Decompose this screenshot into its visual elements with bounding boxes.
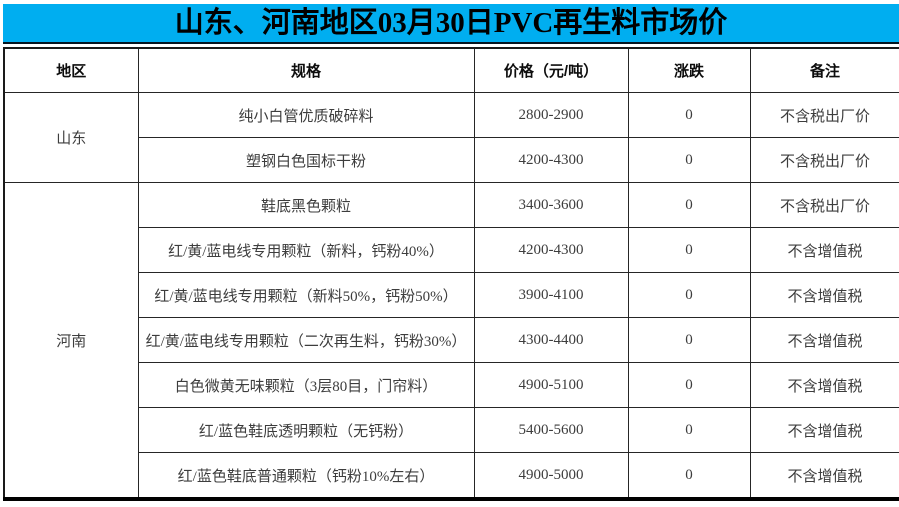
column-header-price: 价格（元/吨） [473,47,629,93]
region-cell-henan: 河南 [3,182,139,500]
spec-cell: 红/蓝色鞋底普通颗粒（钙粉10%左右） [137,452,475,500]
column-header-note: 备注 [749,47,899,93]
column-header-region: 地区 [3,47,139,93]
price-cell: 4300-4400 [473,317,629,363]
header-row: 地区 规格 价格（元/吨） 涨跌 备注 [3,47,899,93]
spec-cell: 红/黄/蓝电线专用颗粒（二次再生料，钙粉30%） [137,317,475,363]
note-cell: 不含增值税 [749,317,899,363]
title-bar: 山东、河南地区03月30日PVC再生料市场价 [3,4,899,44]
change-cell: 0 [627,227,751,273]
table-row: 白色微黄无味颗粒（3层80目，门帘料） 4900-5100 0 不含增值税 [4,362,899,408]
change-cell: 0 [627,137,751,183]
column-header-change: 涨跌 [627,47,751,93]
spec-cell: 红/蓝色鞋底透明颗粒（无钙粉） [137,407,475,453]
change-cell: 0 [627,452,751,500]
price-cell: 2800-2900 [473,92,629,138]
change-cell: 0 [627,317,751,363]
price-cell: 4200-4300 [473,227,629,273]
note-cell: 不含税出厂价 [749,137,899,183]
table-row: 山东 纯小白管优质破碎料 2800-2900 0 不含税出厂价 [3,92,899,183]
price-cell: 3400-3600 [473,182,629,228]
spec-cell: 纯小白管优质破碎料 [137,92,475,138]
spec-cell: 白色微黄无味颗粒（3层80目，门帘料） [137,362,475,408]
spec-cell: 鞋底黑色颗粒 [137,182,475,228]
change-cell: 0 [627,272,751,318]
change-cell: 0 [627,182,751,228]
price-cell: 4900-5000 [473,452,629,500]
table-row: 河南 鞋底黑色颗粒 3400-3600 0 不含税出厂价 [3,182,899,500]
note-cell: 不含增值税 [749,407,899,453]
spec-cell: 塑钢白色国标干粉 [137,137,475,183]
price-cell: 4200-4300 [473,137,629,183]
price-cell: 3900-4100 [473,272,629,318]
page-title: 山东、河南地区03月30日PVC再生料市场价 [174,6,728,39]
note-cell: 不含税出厂价 [749,92,899,138]
column-header-spec: 规格 [137,47,475,93]
note-cell: 不含增值税 [749,362,899,408]
table-row: 红/黄/蓝电线专用颗粒（二次再生料，钙粉30%） 4300-4400 0 不含增… [4,317,899,363]
price-cell: 4900-5100 [473,362,629,408]
change-cell: 0 [627,92,751,138]
table-row: 塑钢白色国标干粉 4200-4300 0 不含税出厂价 [4,137,899,183]
price-cell: 5400-5600 [473,407,629,453]
table-row: 红/黄/蓝电线专用颗粒（新料，钙粉40%） 4200-4300 0 不含增值税 [4,227,899,273]
spec-cell: 红/黄/蓝电线专用颗粒（新料50%，钙粉50%） [137,272,475,318]
change-cell: 0 [627,362,751,408]
note-cell: 不含增值税 [749,452,899,500]
table-row: 红/蓝色鞋底普通颗粒（钙粉10%左右） 4900-5000 0 不含增值税 [4,452,899,500]
note-cell: 不含增值税 [749,272,899,318]
price-table: 地区 规格 价格（元/吨） 涨跌 备注 山东 纯小白管优质破碎料 2800-29… [3,47,899,501]
spec-cell: 红/黄/蓝电线专用颗粒（新料，钙粉40%） [137,227,475,273]
note-cell: 不含税出厂价 [749,182,899,228]
change-cell: 0 [627,407,751,453]
note-cell: 不含增值税 [749,227,899,273]
table-row: 红/蓝色鞋底透明颗粒（无钙粉） 5400-5600 0 不含增值税 [4,407,899,453]
region-cell-shandong: 山东 [3,92,139,183]
table-row: 红/黄/蓝电线专用颗粒（新料50%，钙粉50%） 3900-4100 0 不含增… [4,272,899,318]
